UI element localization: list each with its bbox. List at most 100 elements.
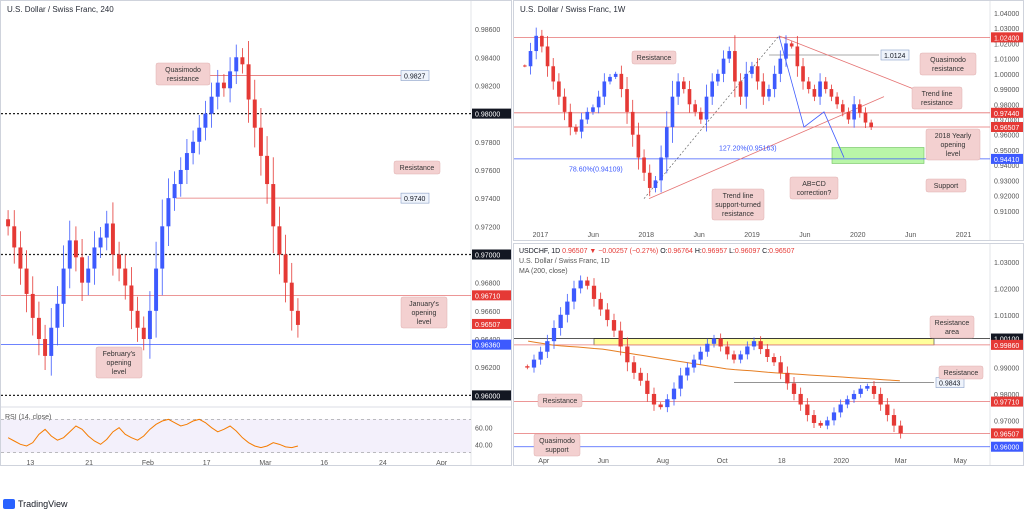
weekly-candle-body [761,81,766,97]
h4-candle-body [265,155,270,185]
daily-candle-body [605,309,610,321]
weekly-candle-body [693,104,697,112]
daily-candle-body [871,386,877,394]
h4-price-axis-tick-label: 0.96200 [475,365,500,372]
daily-price-tag-bg [991,441,1023,452]
daily-candle-body [531,359,537,368]
weekly-abcd-pattern [778,35,845,158]
daily-candle-body [591,285,597,299]
weekly-price-tag: 0.94410 [994,157,1019,164]
h4-price-tag-bg [472,390,511,401]
weekly-candle-body [818,81,822,97]
daily-candle-body [571,288,577,302]
daily-price-tag: 0.96000 [994,445,1019,452]
footer: TradingView [0,498,1024,513]
weekly-price-tag-bg [991,107,1023,118]
weekly-candle-body [630,111,635,135]
h4-candle-body [49,327,54,356]
weekly-candle-body [568,111,573,128]
daily-candle-body [751,341,757,347]
h4-chart-title: U.S. Dollar / Swiss Franc, 240 [7,5,114,14]
weekly-candle-body [733,51,737,82]
daily-candle-body [551,327,557,342]
weekly-chart-svg[interactable]: 1.04000 1.03000 1.02000 1.01000 1.00000 0.990… [514,1,1024,241]
h4-candle-body [36,317,41,340]
daily-candle-body [758,341,763,350]
daily-annotation-resistance-right-box [938,365,984,380]
daily-candle-body [565,301,570,315]
h4-candle-body [98,237,103,248]
weekly-candle-body [863,112,868,123]
h4-price-tag: 0.96360 [475,343,500,350]
daily-candle-body [691,359,697,368]
weekly-xtick-label: 2020 [850,232,866,239]
chart-panel-daily[interactable]: 1.030001.020001.010001.000000.990000.980… [513,243,1024,466]
daily-annotation-quasimodo: Quasimodo support [539,438,575,454]
daily-candle-body [878,393,883,405]
weekly-candle-body [653,180,658,188]
daily-xtick-label: 18 [778,458,786,465]
weekly-candle-body [840,104,845,112]
weekly-candle-body [778,58,783,74]
weekly-price-axis-tick-label: 1.02000 [994,41,1019,48]
weekly-candle-body [716,73,720,82]
daily-candle-body [625,346,630,363]
daily-candle-body [618,330,623,347]
h4-xtick-label: 17 [203,460,211,466]
chart-panel-weekly[interactable]: 1.04000 1.03000 1.02000 1.01000 1.00000 0.990… [513,0,1024,241]
weekly-fib-label-78: 78.60%(0.94109) [569,166,623,173]
weekly-candle-body [664,127,669,158]
h4-candle-body [43,339,48,356]
h4-candle-body [73,240,78,258]
daily-candle-body [765,349,770,357]
h4-chart-svg[interactable]: 0.98600 0.98400 0.98200 0.98000 0.97800 0.976… [1,1,512,466]
h4-xtick-label: 21 [85,460,93,466]
weekly-candle-body [789,43,794,47]
weekly-price-axis-tick-label: 0.97000 [994,118,1019,125]
daily-price-tag-bg [991,339,1023,350]
daily-chart-svg[interactable]: 1.030001.020001.010001.000000.990000.980… [514,244,1024,466]
h4-price-axis-tick-label: 0.97800 [475,140,500,147]
daily-price-tag: 0.97710 [994,400,1019,407]
weekly-support-zone [831,147,925,164]
chart-panel-h4[interactable]: 0.98600 0.98400 0.98200 0.98000 0.97800 0.976… [0,0,512,466]
weekly-xtick-label: Jun [905,232,916,239]
h4-price-tag: 0.96710 [475,293,500,300]
h4-price-axis-tick-label: 0.96600 [475,309,500,316]
weekly-candle-body [829,89,834,97]
weekly-price-tag: 0.97440 [994,111,1019,118]
daily-candle-body [598,298,603,310]
daily-annotation-resistance-area: Resistance area [935,320,970,336]
daily-candle-body [738,354,743,360]
h4-candle-body [246,64,251,100]
daily-candle-body [885,404,890,416]
h4-candle-body [234,57,239,72]
h4-candle-body [154,268,159,311]
daily-candle-body [845,399,850,405]
weekly-candle-body [721,58,726,74]
h4-annotation-february: February's opening level [103,351,136,376]
h4-candle-body [172,184,177,199]
tradingview-logo-icon [3,499,15,509]
daily-candle-body [545,341,550,352]
daily-xtick-label: Mar [895,458,908,465]
tradingview-logo[interactable]: TradingView [3,499,68,509]
h4-level-label-bg [400,70,430,81]
daily-annotation-resistance-right: Resistance [944,370,979,377]
h4-price-tag-bg [472,108,511,119]
daily-candle-body [671,388,677,400]
h4-candle-body [197,127,202,142]
daily-candle-body [785,372,790,384]
weekly-price-tag-bg [991,122,1023,133]
h4-candle-body [141,327,146,340]
weekly-price-tag-bg [991,32,1023,43]
h4-candle-body [110,223,115,255]
weekly-candle-body [738,81,743,97]
h4-level-label-bg [400,192,430,204]
weekly-candle-body [681,81,686,90]
daily-price-tag: 0.96507 [994,431,1019,438]
daily-candle-body [838,404,843,413]
h4-annotation-january-box [400,296,448,329]
daily-candle-body [725,346,730,355]
h4-candle-body [203,113,208,128]
